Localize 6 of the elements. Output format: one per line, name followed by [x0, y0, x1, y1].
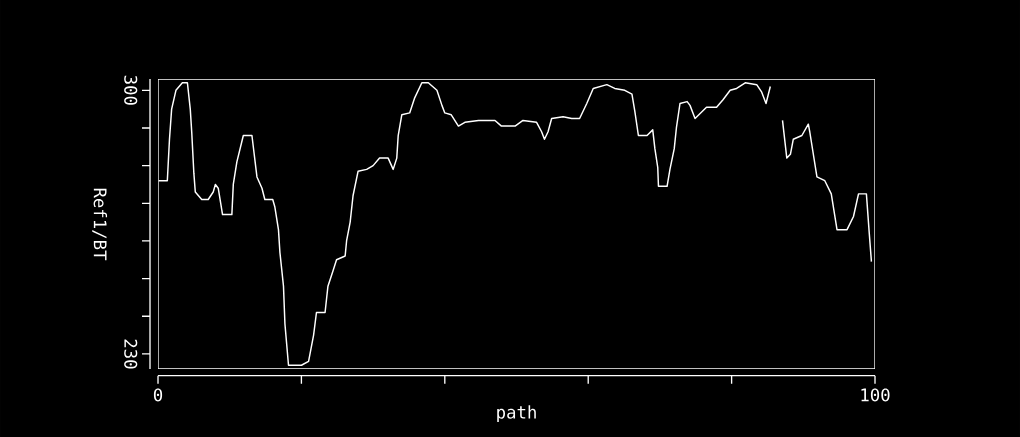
x-axis-title: path: [497, 405, 536, 423]
y-tick-label: 230: [124, 339, 138, 369]
y-tick-label: 300: [124, 75, 138, 105]
x-tick-label: 100: [861, 388, 890, 402]
y-axis-title: Ref1/BT: [92, 188, 108, 261]
x-tick-label: 0: [153, 388, 163, 402]
